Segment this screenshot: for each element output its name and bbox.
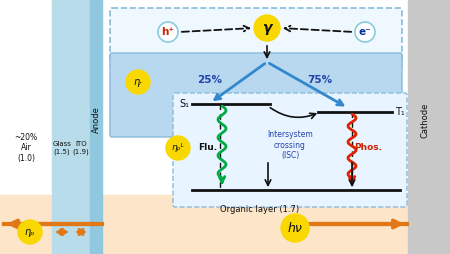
Text: 75%: 75%: [307, 75, 333, 85]
Text: ηₚ: ηₚ: [25, 227, 35, 237]
Text: T₁: T₁: [395, 107, 405, 117]
Text: 25%: 25%: [198, 75, 222, 85]
Circle shape: [281, 214, 309, 242]
Circle shape: [254, 15, 280, 41]
Text: S₁: S₁: [179, 99, 189, 109]
Text: e⁻: e⁻: [359, 27, 371, 37]
Bar: [90, 0, 102, 254]
Text: Organic layer (1.7): Organic layer (1.7): [220, 205, 300, 214]
Text: ηₚᴸ: ηₚᴸ: [171, 144, 184, 152]
Text: Flu.: Flu.: [198, 144, 217, 152]
FancyBboxPatch shape: [110, 53, 402, 137]
Text: Glass
(1.5): Glass (1.5): [53, 141, 72, 155]
Circle shape: [126, 70, 150, 94]
Text: hν: hν: [288, 221, 302, 234]
Circle shape: [355, 22, 375, 42]
Text: ηᵣ: ηᵣ: [134, 77, 142, 87]
Text: Intersystem
crossing
(ISC): Intersystem crossing (ISC): [267, 130, 313, 160]
Text: Phos.: Phos.: [354, 144, 382, 152]
Circle shape: [166, 136, 190, 160]
Text: ITO
(1.9): ITO (1.9): [72, 141, 90, 155]
Circle shape: [158, 22, 178, 42]
Text: ~20%
Air
(1.0): ~20% Air (1.0): [14, 133, 37, 163]
Circle shape: [18, 220, 42, 244]
Text: γ: γ: [262, 21, 272, 35]
Bar: [0, 195, 450, 254]
FancyBboxPatch shape: [173, 93, 407, 207]
Bar: [52, 0, 72, 254]
Text: Anode: Anode: [91, 107, 100, 133]
Text: h⁺: h⁺: [162, 27, 175, 37]
Text: Cathode: Cathode: [420, 102, 429, 138]
Bar: [408, 0, 450, 254]
Bar: [72, 0, 90, 254]
FancyBboxPatch shape: [110, 8, 402, 67]
